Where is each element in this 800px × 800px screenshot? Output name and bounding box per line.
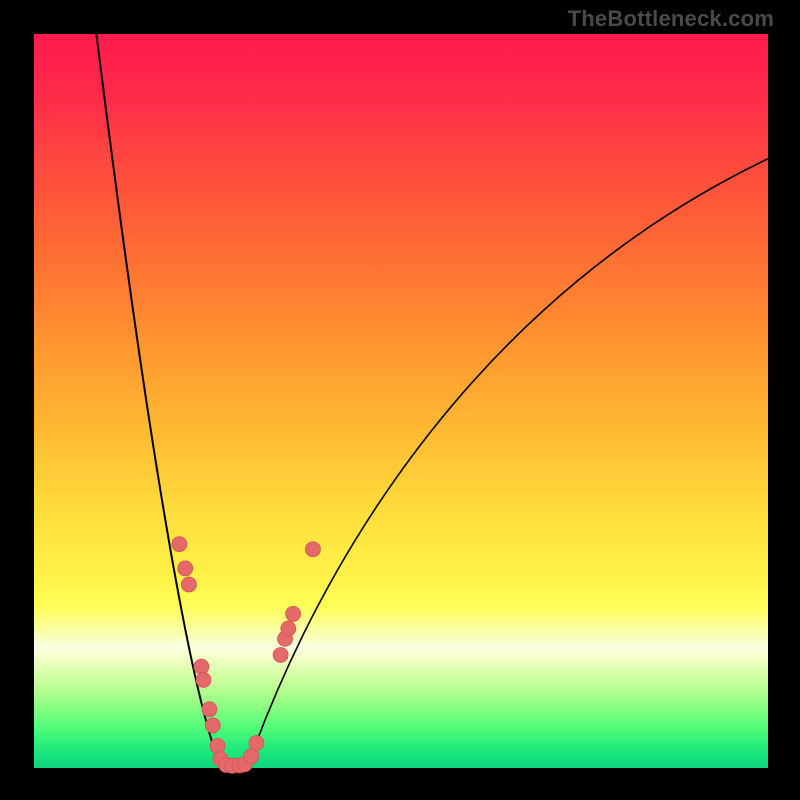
plot-background <box>34 34 768 768</box>
data-marker <box>196 672 211 687</box>
data-marker <box>305 542 320 557</box>
data-marker <box>273 647 288 662</box>
data-marker <box>202 702 217 717</box>
data-marker <box>286 606 301 621</box>
data-marker <box>178 561 193 576</box>
data-marker <box>205 718 220 733</box>
data-marker <box>281 621 296 636</box>
data-marker <box>181 577 196 592</box>
data-marker <box>172 537 187 552</box>
data-marker <box>194 659 209 674</box>
data-marker <box>249 736 264 751</box>
data-marker <box>210 738 225 753</box>
data-marker <box>244 749 259 764</box>
chart-frame: TheBottleneck.com <box>0 0 800 800</box>
chart-svg <box>0 0 800 800</box>
watermark-text: TheBottleneck.com <box>568 6 774 32</box>
